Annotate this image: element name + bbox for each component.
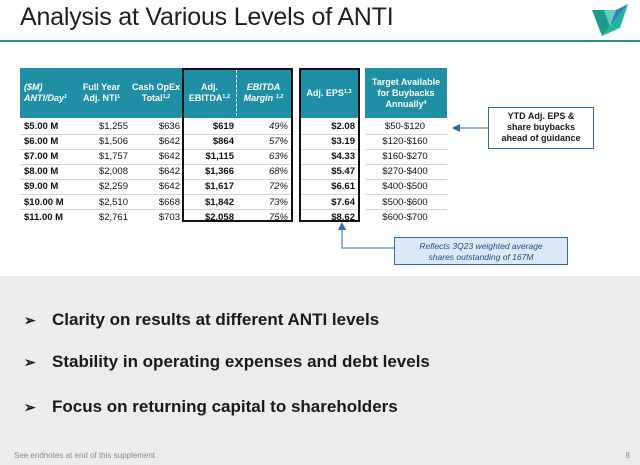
row-divider — [300, 209, 358, 211]
adj-eps-cell: $5.47 — [331, 166, 355, 178]
cash-opex-cell: $668 — [158, 196, 180, 208]
eps-highlight-box — [299, 68, 360, 222]
anti-day-cell: $6.00 M — [24, 136, 59, 148]
row-divider — [365, 178, 447, 180]
adj-eps-cell: $3.19 — [331, 136, 355, 148]
adj-nti-cell: $2,761 — [98, 211, 128, 223]
arrow-bullet-icon: ➢ — [24, 354, 36, 370]
header-adj-ebitda: Adj. EBITDA1,2 — [183, 68, 236, 118]
anti-day-cell: $8.00 M — [24, 166, 59, 178]
ebitda-margin-cell: 63% — [268, 151, 288, 163]
adj-nti-cell: $2,259 — [98, 181, 128, 193]
row-divider — [20, 163, 290, 165]
anti-day-cell: $5.00 M — [24, 121, 59, 132]
adj-ebitda-cell: $619 — [212, 121, 234, 132]
anti-day-cell: $11.00 M — [24, 211, 64, 223]
target-buybacks-cell: $120-$160 — [382, 136, 428, 148]
adj-ebitda-cell: $1,617 — [204, 181, 234, 193]
adj-eps-cell: $7.64 — [331, 196, 355, 208]
ebitda-margin-cell: 68% — [268, 166, 288, 178]
cash-opex-cell: $642 — [158, 136, 180, 148]
header-adj-nti: Full Year Adj. NTI1 — [74, 68, 129, 118]
ebitda-margin-cell: 72% — [268, 181, 288, 193]
adj-nti-cell: $1,255 — [98, 121, 128, 132]
cash-opex-cell: $642 — [158, 181, 180, 193]
row-divider — [300, 163, 358, 165]
target-buybacks-cell: $270-$400 — [382, 166, 428, 178]
arrow-bullet-icon: ➢ — [24, 399, 36, 415]
adj-eps-cell: $8.62 — [331, 211, 355, 223]
cash-opex-cell: $642 — [158, 166, 180, 178]
target-buybacks-cell: $50-$120 — [384, 121, 426, 132]
target-buybacks-cell: $160-$270 — [382, 151, 428, 163]
row-divider — [20, 209, 290, 211]
bullet-item: ➢ Stability in operating expenses and deb… — [24, 352, 430, 371]
row-divider — [20, 178, 290, 180]
eps-buyback-callout: YTD Adj. EPS & share buybacks ahead of g… — [488, 107, 594, 149]
company-logo — [592, 4, 628, 36]
bullet-item: ➢ Clarity on results at different ANTI le… — [24, 310, 380, 329]
row-divider — [20, 148, 290, 150]
row-divider — [300, 194, 358, 195]
adj-ebitda-cell: $1,115 — [205, 151, 234, 163]
cash-opex-cell: $642 — [158, 151, 180, 163]
row-divider — [300, 178, 358, 180]
adj-ebitda-cell: $1,366 — [204, 166, 234, 178]
header-divider — [236, 70, 237, 116]
header-adj-eps: Adj. EPS1,3 — [300, 68, 358, 118]
adj-eps-cell: $6.61 — [331, 181, 355, 193]
adj-nti-cell: $1,757 — [98, 151, 128, 163]
endnotes-reference: See endnotes at end of this supplement — [14, 451, 155, 460]
anti-day-cell: $9.00 M — [24, 181, 59, 193]
header-cash-opex: Cash OpEx Total1,2 — [129, 68, 183, 118]
header-ebitda-margin: EBITDA Margin 1,2 — [236, 68, 291, 118]
adj-nti-cell: $2,510 — [98, 196, 128, 208]
ebitda-margin-cell: 57% — [268, 136, 288, 148]
page-title: Analysis at Various Levels of ANTI — [20, 3, 394, 31]
adj-nti-cell: $2,008 — [98, 166, 128, 178]
adj-ebitda-cell: $864 — [212, 136, 234, 148]
row-divider — [365, 148, 447, 150]
shares-outstanding-callout: Reflects 3Q23 weighted average shares ou… — [394, 237, 568, 265]
anti-day-cell: $7.00 M — [24, 151, 59, 163]
row-divider — [365, 209, 447, 211]
row-divider — [300, 133, 358, 135]
cash-opex-cell: $636 — [158, 121, 180, 132]
row-divider — [20, 194, 290, 195]
page-number: 8 — [625, 451, 630, 460]
anti-day-cell: $10.00 M — [24, 196, 64, 208]
row-divider — [365, 133, 447, 135]
summary-panel — [0, 276, 640, 465]
adj-ebitda-cell: $2,058 — [204, 211, 234, 223]
ebitda-highlight-box — [182, 68, 293, 222]
row-divider — [20, 133, 290, 135]
arrow-bullet-icon: ➢ — [24, 312, 36, 328]
row-divider — [365, 194, 447, 195]
ebitda-margin-cell: 49% — [268, 121, 288, 132]
ebitda-margin-cell: 73% — [268, 196, 288, 208]
header-target-buybacks: Target Available for Buybacks Annually4 — [365, 68, 447, 118]
cash-opex-cell: $703 — [158, 211, 180, 223]
row-divider — [365, 163, 447, 165]
adj-eps-cell: $2.08 — [331, 121, 355, 132]
target-buybacks-cell: $500-$600 — [382, 196, 428, 208]
adj-nti-cell: $1,506 — [98, 136, 128, 148]
bullet-item: ➢ Focus on returning capital to sharehold… — [24, 397, 398, 416]
target-buybacks-cell: $400-$500 — [382, 181, 428, 193]
ebitda-margin-cell: 75% — [268, 211, 288, 223]
target-buybacks-cell: $600-$700 — [382, 211, 428, 223]
adj-eps-cell: $4.33 — [331, 151, 355, 163]
header-anti-day: ($M) ANTI/Day1 — [20, 68, 74, 118]
title-divider — [0, 40, 640, 42]
adj-ebitda-cell: $1,842 — [204, 196, 234, 208]
row-divider — [300, 148, 358, 150]
